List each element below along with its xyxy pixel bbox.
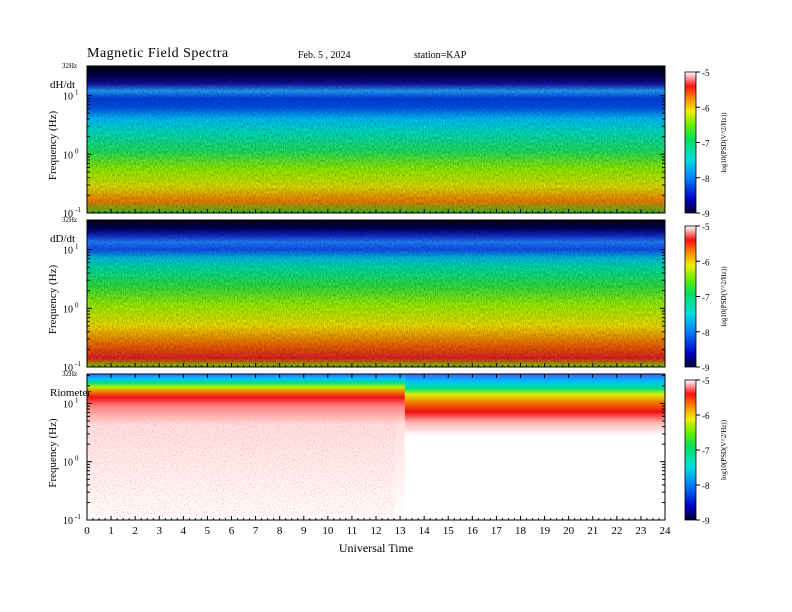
colorbar-tick-label: -7 [702,446,710,456]
colorbar [684,71,697,214]
y-axis-label: Frequency (Hz) [47,111,59,181]
y-tick-label: 10 [63,209,73,220]
colorbar-tick-label: -9 [702,516,710,526]
y-tick-exponent: 0 [75,455,79,463]
x-tick-label: 16 [467,525,479,537]
x-tick-label: 4 [181,525,187,537]
x-tick-label: 0 [84,525,90,537]
y-tick-exponent: 1 [75,396,79,404]
panel-label: dD/dt [50,233,75,245]
colorbar [684,225,697,368]
x-tick-label: 3 [157,525,163,537]
x-tick-label: 14 [419,525,431,537]
x-tick-label: 20 [563,525,575,537]
colorbar-tick-label: -9 [702,209,710,219]
y-top-label: 32Hz [62,216,77,224]
y-tick-label: 10 [63,458,73,469]
x-tick-label: 5 [205,525,211,537]
y-tick-label: 10 [63,516,73,527]
colorbar-tick-label: -6 [702,411,710,421]
y-tick-exponent: 1 [75,243,79,251]
spectrogram-speckle [87,417,395,518]
x-tick-label: 17 [491,525,503,537]
colorbar-label: log10(PSD(V^2/Hz)) [720,266,728,327]
y-tick-exponent: -1 [75,513,81,521]
colorbar-tick-label: -5 [702,68,710,78]
x-axis-label: Universal Time [339,541,413,555]
y-top-label: 32Hz [62,370,77,378]
colorbar-tick-label: -6 [702,257,710,267]
y-tick-label: 10 [63,363,73,374]
colorbar-label: log10(PSD(V^2/Hz)) [720,419,728,480]
y-tick-exponent: -1 [75,360,81,368]
panel-label: Riometer [50,387,91,399]
x-tick-label: 10 [322,525,334,537]
figure-title: Magnetic Field Spectra [87,46,229,61]
colorbar-tick-label: -8 [702,328,710,338]
y-tick-label: 10 [63,92,73,103]
colorbar-tick-label: -8 [702,481,710,491]
colorbar-tick-label: -5 [702,222,710,232]
x-tick-label: 7 [253,525,259,537]
x-tick-label: 6 [229,525,235,537]
x-tick-label: 12 [371,525,382,537]
y-tick-exponent: 0 [75,147,79,155]
y-tick-label: 10 [63,150,73,161]
x-tick-label: 18 [515,525,527,537]
x-tick-label: 21 [587,525,598,537]
x-tick-label: 1 [108,525,114,537]
x-tick-label: 13 [395,525,407,537]
x-tick-label: 15 [443,525,455,537]
x-tick-label: 9 [301,525,307,537]
y-tick-label: 10 [63,246,73,257]
y-tick-exponent: 0 [75,301,79,309]
x-tick-label: 8 [277,525,283,537]
x-tick-label: 22 [611,525,622,537]
x-tick-label: 23 [635,525,647,537]
y-tick-exponent: -1 [75,206,81,214]
x-tick-label: 24 [660,525,672,537]
spectrogram-noise [87,220,665,367]
x-tick-label: 11 [347,525,358,537]
colorbar-tick-label: -7 [702,293,710,303]
y-tick-label: 10 [63,304,73,315]
colorbar-tick-label: -8 [702,174,710,184]
y-axis-label: Frequency (Hz) [47,418,59,488]
spectrogram-noise [87,66,665,213]
colorbar [684,379,697,521]
y-tick-exponent: 1 [75,89,79,97]
colorbar-tick-label: -6 [702,103,710,113]
x-tick-label: 2 [132,525,138,537]
y-axis-label: Frequency (Hz) [47,265,59,335]
spectrogram-image-late [404,374,665,520]
x-tick-label: 19 [539,525,551,537]
figure-date: Feb. 5 , 2024 [298,50,351,61]
figure-station: station=KAP [414,50,467,61]
colorbar-tick-label: -9 [702,363,710,373]
y-top-label: 32Hz [62,62,77,70]
colorbar-tick-label: -5 [702,376,710,386]
colorbar-label: log10(PSD(V^2/Hz)) [720,112,728,173]
y-tick-label: 10 [63,399,73,410]
panel-label: dH/dt [50,79,75,91]
colorbar-tick-label: -7 [702,139,710,149]
